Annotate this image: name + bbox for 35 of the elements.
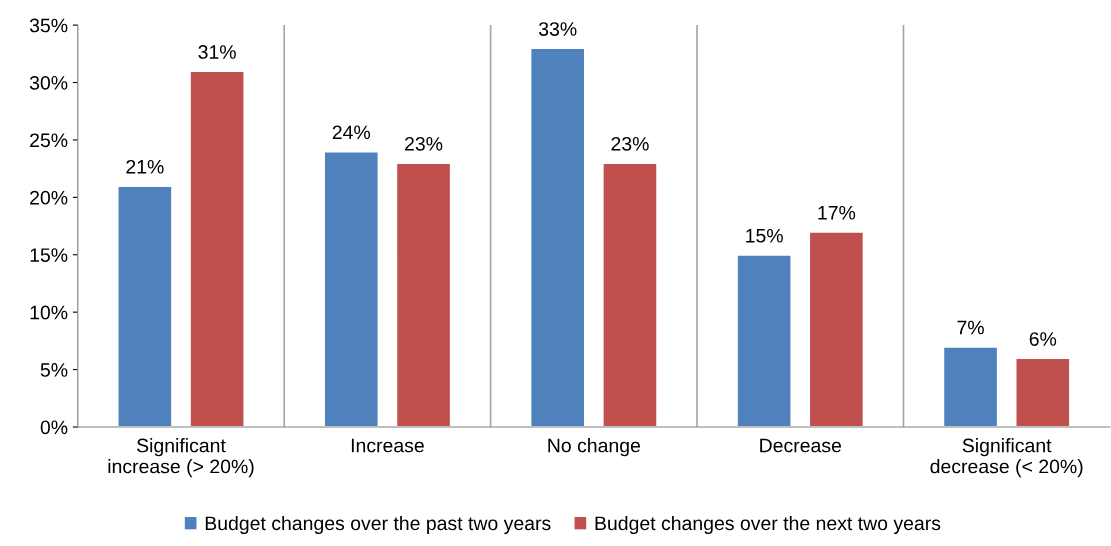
bar	[942, 345, 999, 427]
data-label: 33%	[538, 22, 577, 36]
y-tick-label: 5%	[40, 363, 68, 377]
data-label: 6%	[1029, 332, 1057, 346]
data-label: 17%	[818, 205, 856, 220]
data-label: 15%	[746, 228, 783, 243]
y-tick-label: 30%	[29, 75, 68, 90]
bar	[1014, 357, 1072, 427]
y-tick-label: 25%	[30, 133, 68, 148]
x-tick-label: Decrease	[760, 438, 841, 453]
y-tick-label: 10%	[30, 305, 68, 320]
data-label: 24%	[332, 125, 371, 140]
data-label: 21%	[126, 159, 164, 174]
x-tick-label: Increase	[351, 438, 424, 453]
legend-label: Budget changes over the past two years	[205, 515, 551, 535]
bar	[735, 253, 793, 427]
y-tick-label: 0%	[40, 420, 68, 435]
data-label: 23%	[611, 136, 649, 151]
y-tick-label: 20%	[30, 190, 68, 205]
legend-label: Budget changes over the next two years	[595, 515, 941, 535]
bar	[116, 184, 174, 427]
x-tick-label: Significant increase (> 20%)	[108, 438, 254, 478]
bar	[188, 70, 246, 427]
data-label: 7%	[957, 320, 984, 335]
data-label: 31%	[198, 45, 236, 59]
bar	[395, 161, 452, 427]
bar	[807, 230, 865, 427]
x-tick-label: No change	[548, 438, 640, 457]
data-label: 23%	[405, 136, 443, 151]
bar	[322, 150, 380, 427]
bar	[601, 161, 659, 427]
x-tick-label: Significant decrease (< 20%)	[930, 438, 1083, 478]
bar	[529, 47, 587, 427]
y-tick-label: 15%	[30, 248, 68, 262]
y-tick-label: 35%	[29, 18, 68, 33]
